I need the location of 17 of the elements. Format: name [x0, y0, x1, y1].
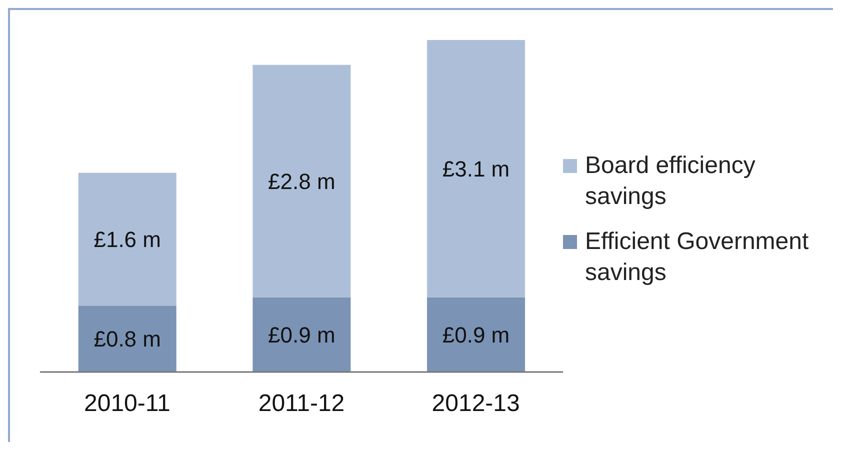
bar [78, 306, 176, 372]
x-tick-label: 2010-11 [84, 390, 170, 418]
legend-label: Board efficiency savings [585, 151, 756, 212]
data-label: £1.6 m [94, 227, 161, 252]
data-label: £3.1 m [442, 156, 510, 182]
bar [427, 40, 526, 298]
x-tick-label: 2011-12 [258, 390, 345, 418]
bar [252, 64, 351, 298]
data-label: £0.9 m [442, 322, 510, 348]
bar [427, 297, 526, 372]
data-label: £2.8 m [268, 168, 336, 194]
legend-label: Efficient Government savings [585, 227, 810, 288]
bar [78, 172, 176, 306]
data-label: £0.9 m [268, 322, 336, 348]
data-label: £0.8 m [94, 326, 161, 352]
bar [252, 297, 351, 372]
x-tick-label: 2012-13 [432, 390, 520, 418]
